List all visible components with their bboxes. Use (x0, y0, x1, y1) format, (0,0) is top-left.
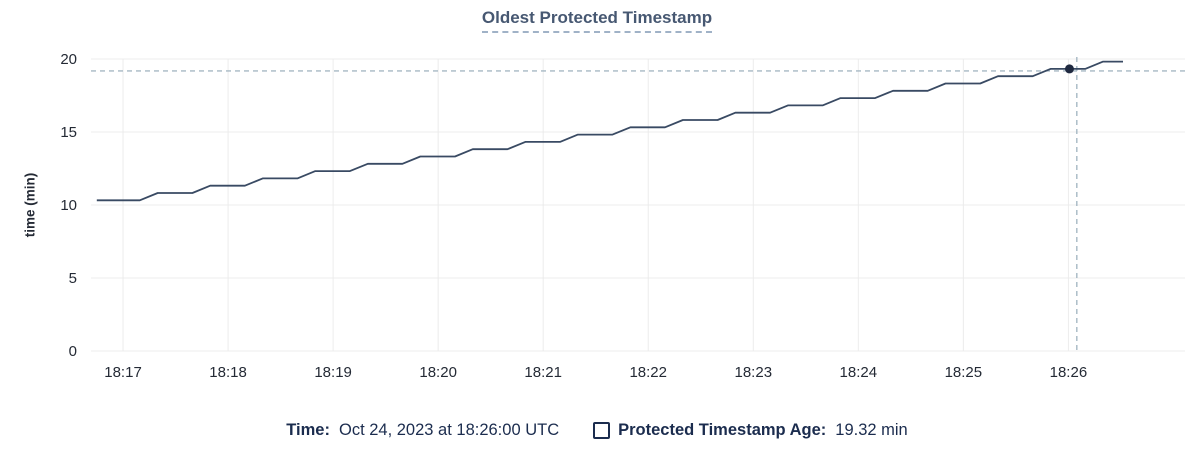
legend-time-label: Time: (286, 421, 330, 439)
x-tick-label: 18:22 (629, 364, 667, 381)
legend-series-value: 19.32 min (835, 421, 908, 439)
x-tick-label: 18:18 (209, 364, 247, 381)
series-line (96, 60, 1123, 202)
chart-title[interactable]: Oldest Protected Timestamp (481, 8, 713, 33)
series-checkbox-icon[interactable] (593, 422, 611, 439)
legend-time-value: Oct 24, 2023 at 18:26:00 UTC (338, 421, 560, 439)
y-tick-label: 5 (69, 270, 77, 287)
x-tick-label: 18:21 (524, 364, 562, 381)
hover-point-dot (1064, 64, 1074, 74)
x-tick-label: 18:19 (314, 364, 352, 381)
legend-series-label: Protected Timestamp Age: (618, 421, 827, 439)
x-tick-label: 18:24 (840, 364, 878, 381)
x-tick-label: 18:20 (419, 364, 457, 381)
y-tick-label: 10 (60, 197, 77, 214)
y-tick-label: 20 (60, 51, 77, 68)
x-tick-label: 18:23 (735, 364, 773, 381)
x-tick-label: 18:26 (1050, 364, 1088, 381)
chart-legend: Time: Oct 24, 2023 at 18:26:00 UTC Prote… (0, 421, 1194, 440)
y-tick-label: 15 (60, 124, 77, 141)
x-tick-label: 18:17 (104, 364, 142, 381)
chart-header: Oldest Protected Timestamp (0, 8, 1194, 33)
x-tick-label: 18:25 (945, 364, 983, 381)
y-tick-label: 0 (69, 343, 77, 360)
